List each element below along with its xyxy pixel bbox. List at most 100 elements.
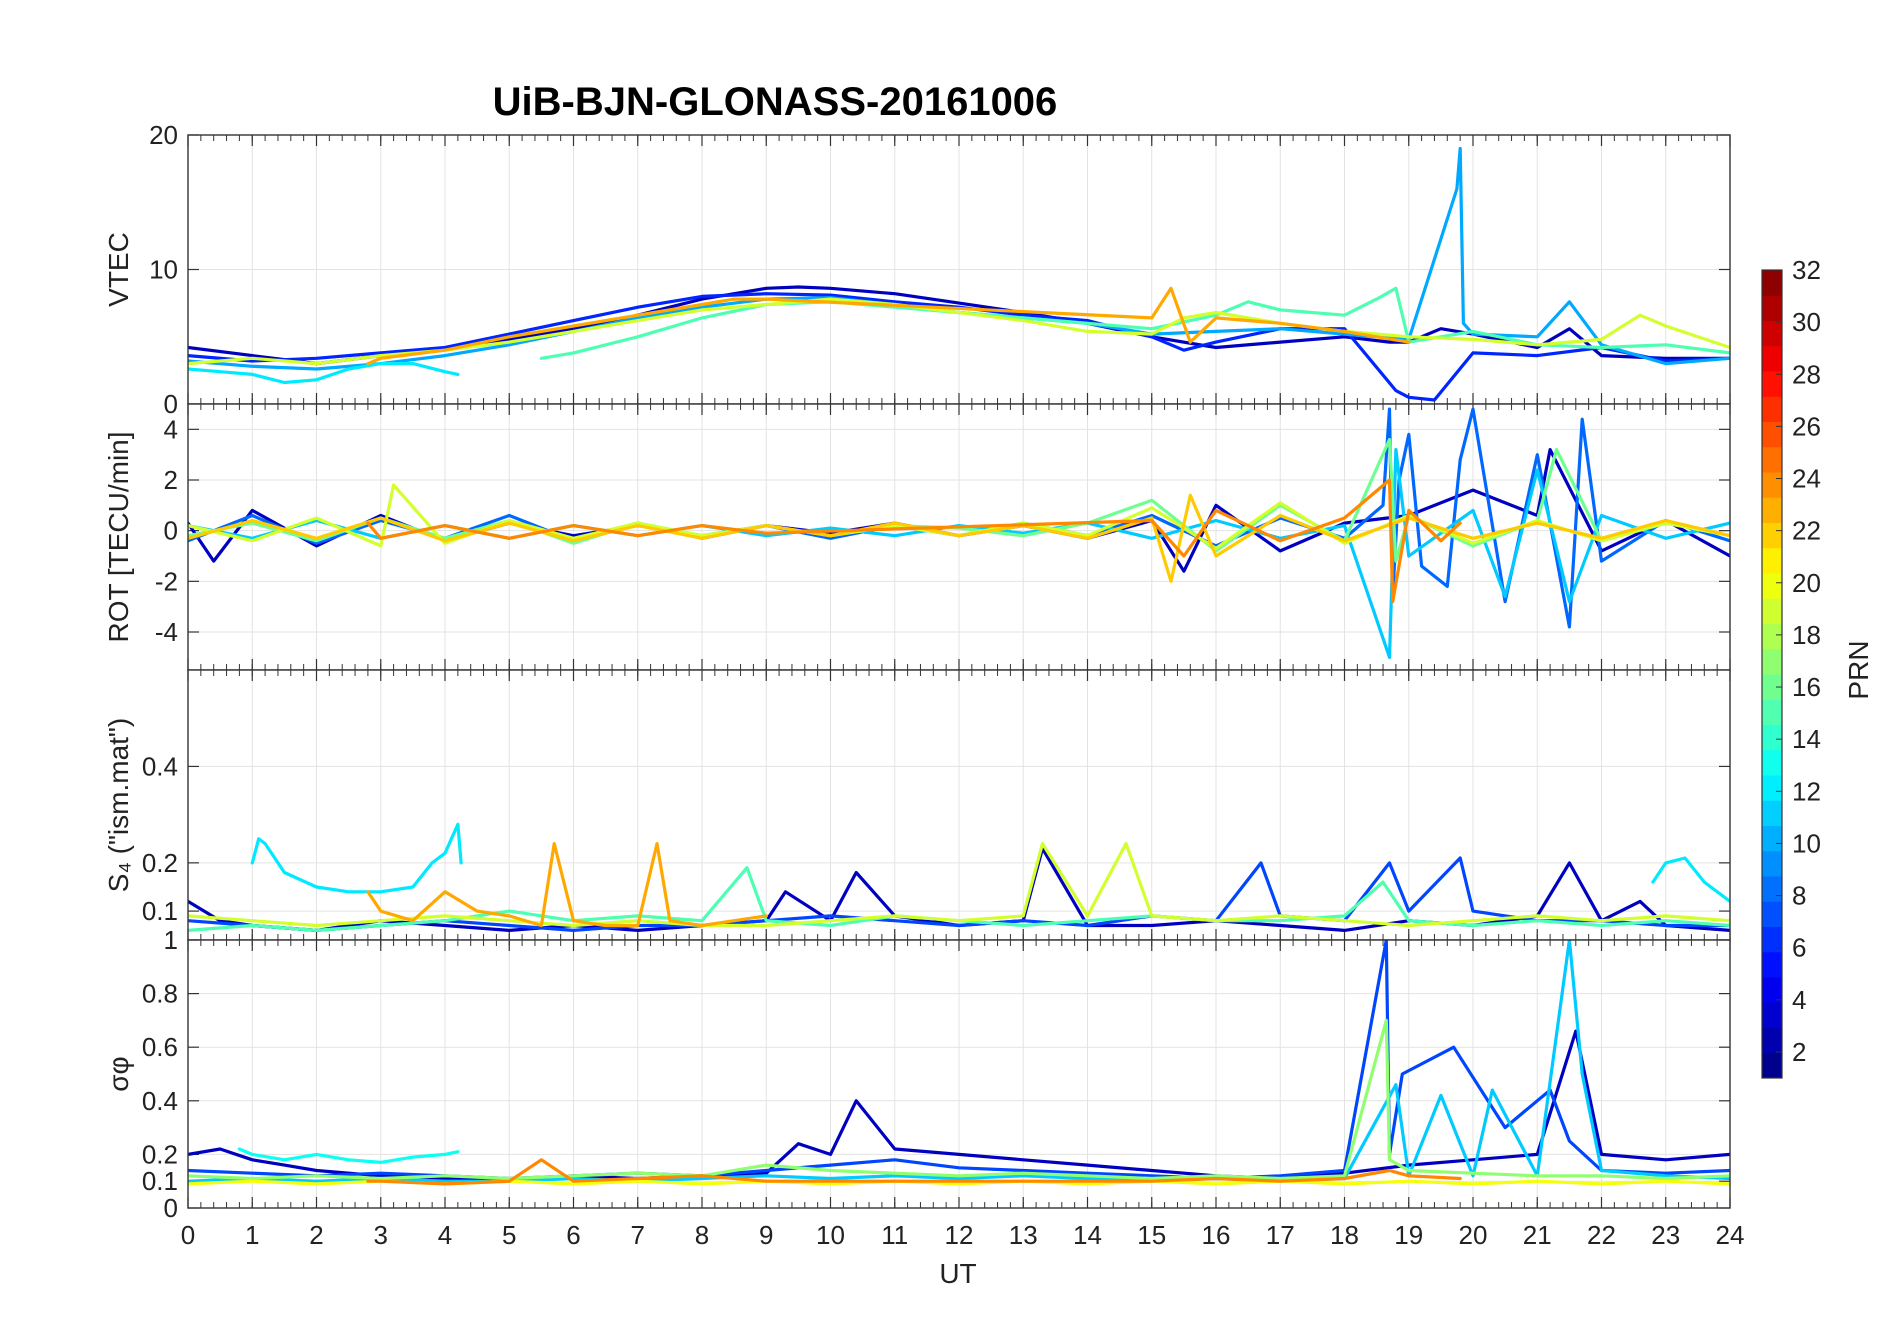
y-tick-label: 0 <box>164 389 178 419</box>
colorbar-segment <box>1762 623 1782 650</box>
colorbar-segment <box>1762 951 1782 978</box>
y-tick-label: 1 <box>164 925 178 955</box>
series-line-prn-19 <box>188 297 1730 366</box>
colorbar-segment <box>1762 497 1782 523</box>
colorbar-segment <box>1762 775 1782 801</box>
series-line-prn-13 <box>237 1147 460 1165</box>
y-axis-label: VTEC <box>103 232 134 307</box>
colorbar-segment <box>1762 674 1782 700</box>
x-tick-label: 14 <box>1073 1220 1102 1250</box>
x-axis-label: UT <box>939 1258 976 1289</box>
chart-title: UiB-BJN-GLONASS-20161006 <box>493 80 1058 124</box>
x-tick-label: 5 <box>502 1220 516 1250</box>
series-group <box>188 822 1730 933</box>
panel-1: 0 10 20 VTEC <box>103 120 1731 419</box>
colorbar-segment <box>1762 345 1782 372</box>
colorbar-segment <box>1762 547 1782 574</box>
colorbar-frame <box>1761 269 1783 1079</box>
series-line-prn-24 <box>366 478 1462 604</box>
x-tick-label: 20 <box>1459 1220 1488 1250</box>
y-tick-label: 2 <box>164 465 178 495</box>
colorbar-tick-label: 8 <box>1792 881 1806 911</box>
x-tick-label: 19 <box>1394 1220 1423 1250</box>
colorbar-segment <box>1762 876 1782 902</box>
x-tick-label: 12 <box>945 1220 974 1250</box>
x-tick-label: 18 <box>1330 1220 1359 1250</box>
colorbar-segment <box>1762 926 1782 953</box>
colorbar-tick-label: 6 <box>1792 933 1806 963</box>
x-tick-label: 15 <box>1137 1220 1166 1250</box>
y-tick-label: 0.4 <box>142 1086 178 1116</box>
y-tick-label: -2 <box>155 566 178 596</box>
series-line-prn-12 <box>1651 856 1730 904</box>
series-line-prn-6 <box>188 292 1730 402</box>
x-tick-label: 23 <box>1651 1220 1680 1250</box>
series-group <box>188 146 1730 402</box>
y-tick-label: 0.2 <box>142 848 178 878</box>
colorbar-segment <box>1762 598 1782 624</box>
colorbar-tick-label: 26 <box>1792 411 1821 441</box>
y-tick-label: -4 <box>155 617 178 647</box>
colorbar-segment <box>1762 825 1782 852</box>
y-axis-label: S₄ ("ism.mat") <box>103 718 134 892</box>
series-line-prn-12 <box>188 362 460 385</box>
colorbar-tick-label: 14 <box>1792 724 1821 754</box>
colorbar-segment <box>1762 270 1782 296</box>
colorbar-segment <box>1762 371 1782 397</box>
y-axis-label: σφ <box>103 1056 134 1091</box>
colorbar-tick-label: 18 <box>1792 620 1821 650</box>
panel-3: 0.1 0.2 0.4 S₄ ("ism.mat") <box>103 669 1731 941</box>
colorbar-label: PRN <box>1843 640 1874 699</box>
x-tick-label: 16 <box>1202 1220 1231 1250</box>
series-line-prn-17 <box>188 1018 1730 1181</box>
colorbar-segment <box>1762 446 1782 473</box>
series-group <box>188 407 1730 659</box>
y-tick-label: 0.2 <box>142 1139 178 1169</box>
y-tick-label: 4 <box>164 414 178 444</box>
series-line-prn-24 <box>366 1158 1462 1186</box>
x-tick-label: 21 <box>1523 1220 1552 1250</box>
y-tick-label: 10 <box>149 255 178 285</box>
panel-2: -4 -2 0 2 4 ROT [TECU/min] <box>103 403 1731 671</box>
x-tick-label: 17 <box>1266 1220 1295 1250</box>
colorbar-segment <box>1762 573 1782 599</box>
colorbar-segment <box>1762 977 1782 1003</box>
x-tick-label: 3 <box>374 1220 388 1250</box>
x-tick-label: 11 <box>881 1220 908 1250</box>
series-line-prn-23 <box>366 286 1411 366</box>
colorbar-segment <box>1762 901 1782 927</box>
axes-frame <box>187 939 1731 1209</box>
colorbar-tick-label: 20 <box>1792 568 1821 598</box>
x-tick-label: 22 <box>1587 1220 1616 1250</box>
colorbar-segment <box>1762 1052 1782 1079</box>
colorbar-tick-label: 24 <box>1792 464 1821 494</box>
x-tick-label: 8 <box>695 1220 709 1250</box>
colorbar-tick-label: 4 <box>1792 985 1806 1015</box>
x-tick-label: 6 <box>566 1220 580 1250</box>
colorbar-segment <box>1762 724 1782 751</box>
colorbar-segment <box>1762 295 1782 321</box>
colorbar-segment <box>1762 1002 1782 1028</box>
x-tick-label: 10 <box>816 1220 845 1250</box>
series-line-prn-12 <box>250 822 463 894</box>
colorbar-segment <box>1762 1027 1782 1054</box>
colorbar-segment <box>1762 800 1782 826</box>
x-tick-label: 2 <box>309 1220 323 1250</box>
colorbar-segment <box>1762 396 1782 422</box>
x-tick-label: 1 <box>245 1220 259 1250</box>
x-tick-label: 24 <box>1716 1220 1745 1250</box>
colorbar-segment <box>1762 522 1782 549</box>
series-line-prn-19 <box>188 841 1730 928</box>
y-tick-label: 0 <box>164 516 178 546</box>
colorbar-segment <box>1762 472 1782 498</box>
y-tick-label: 0 <box>164 1193 178 1223</box>
x-tick-label: 13 <box>1009 1220 1038 1250</box>
y-tick-label: 20 <box>149 120 178 150</box>
panel-4: 00.10.2 0.4 0.6 0.8 1 σφ <box>103 925 1731 1223</box>
colorbar-tick-label: 12 <box>1792 776 1821 806</box>
series-line-prn-23 <box>366 841 768 928</box>
colorbar-tick-label: 10 <box>1792 828 1821 858</box>
